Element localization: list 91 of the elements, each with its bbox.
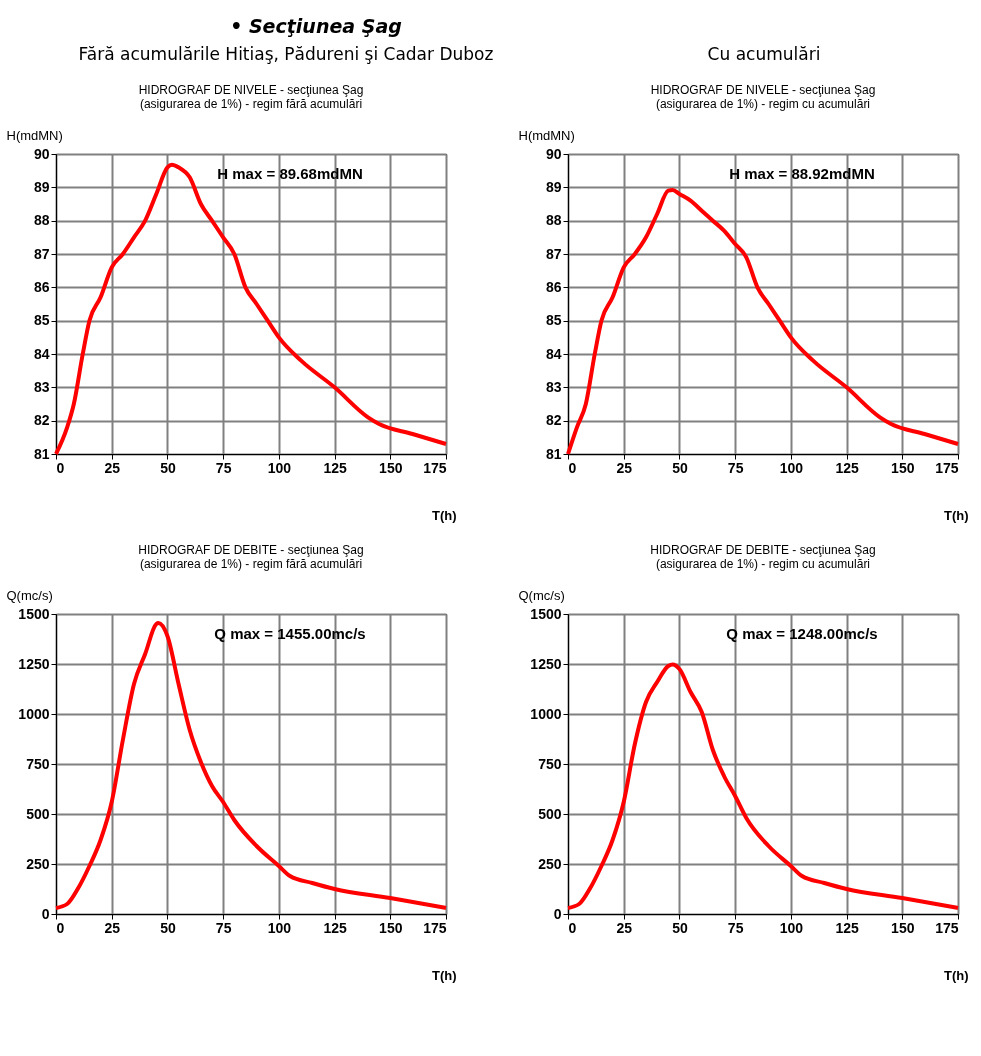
y-tick-label: 89 [33,178,50,195]
annotation: H max = 88.92mdMN [729,165,875,182]
annotation: Q max = 1248.00mc/s [726,625,878,642]
x-tick-label: 75 [215,919,232,936]
y-tick-label: 86 [33,278,50,295]
y-tick-label: 250 [538,855,562,872]
x-tick-label: 50 [160,459,176,476]
y-tick-label: 87 [33,245,50,262]
y-tick-label: 86 [545,278,562,295]
y-tick-label: 0 [41,905,50,922]
x-tick-label: 50 [672,919,688,936]
x-tick-label: 125 [835,919,859,936]
x-axis-title: T(h) [431,507,457,523]
x-axis-title: T(h) [943,967,969,983]
x-tick-label: 25 [104,459,121,476]
x-tick-label: 50 [160,919,176,936]
y-tick-label: 88 [33,212,50,229]
x-tick-label: 75 [727,459,744,476]
x-tick-label: 75 [215,459,232,476]
x-tick-label: 125 [835,459,859,476]
y-tick-label: 81 [33,445,50,462]
annotation: H max = 89.68mdMN [217,165,363,182]
y-tick-label: 85 [33,312,50,329]
y-tick-label: 250 [26,855,50,872]
y-tick-label: 83 [545,378,562,395]
y-tick-label: 1500 [530,605,562,622]
text: Cu acumulări [707,44,821,64]
chart-subtitle: (asigurarea de 1%) - regim fără acumulări [139,97,363,111]
y-tick-label: 0 [553,905,562,922]
x-tick-label: 150 [891,459,915,476]
y-tick-label: 1250 [18,655,50,672]
x-tick-label: 0 [568,919,577,936]
x-tick-label: 150 [379,459,403,476]
x-axis-title: T(h) [431,967,457,983]
line-series [566,662,960,910]
y-tick-label: 81 [545,445,562,462]
x-tick-label: 125 [323,459,347,476]
annotation: Q max = 1455.00mc/s [214,625,366,642]
chart-title: HIDROGRAF DE DEBITE - secţiunea Şag [138,543,364,557]
x-tick-label: 100 [779,919,804,936]
x-tick-label: 150 [379,919,403,936]
x-tick-label: 25 [104,919,121,936]
y-tick-label: 500 [538,805,562,822]
y-tick-label: 90 [545,145,562,162]
x-tick-label: 175 [423,919,447,936]
y-tick-label: 1000 [18,705,50,722]
chart-subtitle: (asigurarea de 1%) - regim cu acumulări [655,557,871,571]
y-axis-title: H(mdMN) [518,127,575,143]
y-axis-title: Q(mc/s) [6,587,53,603]
line-series [54,621,448,910]
x-tick-label: 25 [616,919,633,936]
x-tick-label: 0 [568,459,577,476]
x-axis-title: T(h) [943,507,969,523]
y-tick-label: 88 [545,212,562,229]
x-tick-label: 100 [779,459,804,476]
text: • Secţiunea Şag [230,15,402,37]
x-tick-label: 150 [891,919,915,936]
y-tick-label: 84 [545,345,562,362]
x-tick-label: 100 [267,919,292,936]
x-tick-label: 0 [56,459,65,476]
x-tick-label: 100 [267,459,292,476]
x-tick-label: 175 [423,459,447,476]
y-tick-label: 85 [545,312,562,329]
chart-title: HIDROGRAF DE NIVELE - secţiunea Şag [650,83,876,97]
y-axis-title: Q(mc/s) [518,587,565,603]
y-tick-label: 82 [33,412,50,429]
y-tick-label: 90 [33,145,50,162]
x-tick-label: 175 [935,919,959,936]
y-tick-label: 1500 [18,605,50,622]
x-tick-label: 0 [56,919,65,936]
chart-subtitle: (asigurarea de 1%) - regim cu acumulări [655,97,871,111]
y-tick-label: 83 [33,378,50,395]
chart-title: HIDROGRAF DE NIVELE - secţiunea Şag [138,83,364,97]
y-tick-label: 1250 [530,655,562,672]
y-tick-label: 1000 [530,705,562,722]
x-tick-label: 50 [672,459,688,476]
y-tick-label: 82 [545,412,562,429]
x-tick-label: 75 [727,919,744,936]
y-tick-label: 750 [538,755,562,772]
text: Fără acumulările Hitiaş, Pădureni şi Cadar Duboz [78,44,494,64]
chart-title: HIDROGRAF DE DEBITE - secţiunea Şag [650,543,876,557]
y-axis-title: H(mdMN) [6,127,63,143]
x-tick-label: 125 [323,919,347,936]
y-tick-label: 89 [545,178,562,195]
y-tick-label: 87 [545,245,562,262]
chart-subtitle: (asigurarea de 1%) - regim fără acumulări [139,557,363,571]
y-tick-label: 750 [26,755,50,772]
y-tick-label: 500 [26,805,50,822]
y-tick-label: 84 [33,345,50,362]
x-tick-label: 175 [935,459,959,476]
x-tick-label: 25 [616,459,633,476]
